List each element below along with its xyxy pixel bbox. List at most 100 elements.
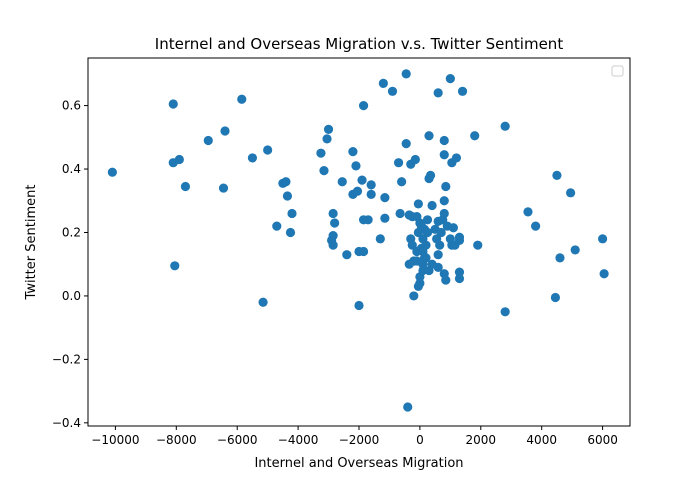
data-point bbox=[258, 297, 268, 307]
data-point bbox=[358, 246, 369, 257]
data-point bbox=[363, 215, 373, 225]
data-point bbox=[410, 154, 420, 165]
data-point bbox=[316, 148, 326, 158]
x-axis: −10000 −8000 −6000 −4000 −2000 0 2000 4000 6000 bbox=[91, 426, 618, 447]
data-point bbox=[174, 154, 184, 165]
y-tick-label: 0.0 bbox=[62, 289, 81, 303]
data-point bbox=[433, 262, 443, 272]
x-tick-label: −10000 bbox=[91, 433, 139, 447]
x-axis-label: Internel and Overseas Migration bbox=[254, 456, 463, 471]
data-point bbox=[387, 86, 398, 96]
data-point bbox=[220, 126, 230, 136]
data-point bbox=[263, 145, 273, 155]
data-point bbox=[404, 210, 414, 220]
data-point bbox=[439, 150, 449, 160]
data-point bbox=[180, 181, 191, 192]
data-point bbox=[523, 207, 533, 217]
x-tick-label: 0 bbox=[416, 433, 424, 447]
data-point bbox=[454, 235, 465, 246]
data-point bbox=[358, 100, 369, 111]
data-point bbox=[552, 170, 562, 180]
data-point bbox=[342, 250, 352, 260]
data-point bbox=[419, 253, 430, 263]
data-point bbox=[407, 240, 417, 250]
data-point bbox=[500, 121, 510, 131]
data-point bbox=[375, 234, 385, 244]
data-point bbox=[409, 291, 419, 301]
y-axis: −0.4 −0.2 0.0 0.2 0.4 0.6 bbox=[52, 99, 88, 430]
data-point bbox=[319, 166, 329, 176]
data-point bbox=[247, 153, 258, 163]
data-point bbox=[422, 215, 433, 225]
data-point bbox=[439, 196, 449, 206]
data-point bbox=[433, 250, 443, 260]
data-point bbox=[170, 261, 180, 271]
y-tick-label: −0.4 bbox=[52, 416, 81, 430]
data-point bbox=[422, 227, 433, 238]
data-point bbox=[570, 245, 580, 255]
data-point bbox=[237, 94, 247, 104]
data-point bbox=[433, 88, 443, 98]
data-point bbox=[421, 240, 431, 250]
x-tick-label: −8000 bbox=[156, 433, 197, 447]
data-point bbox=[357, 175, 367, 185]
x-tick-label: 4000 bbox=[526, 433, 557, 447]
data-point bbox=[366, 180, 376, 190]
data-point bbox=[281, 177, 291, 187]
data-point bbox=[550, 292, 561, 303]
data-point bbox=[448, 223, 458, 233]
y-tick-label: 0.2 bbox=[62, 225, 81, 239]
data-point bbox=[439, 208, 449, 219]
data-point bbox=[328, 240, 338, 250]
data-point bbox=[555, 253, 565, 263]
chart-title: Internel and Overseas Migration v.s. Twi… bbox=[155, 35, 564, 53]
data-point bbox=[218, 183, 229, 193]
y-tick-label: 0.6 bbox=[62, 99, 81, 113]
data-point bbox=[393, 158, 404, 168]
data-point bbox=[352, 186, 363, 196]
data-point bbox=[380, 192, 390, 203]
x-tick-label: −2000 bbox=[339, 433, 380, 447]
data-point bbox=[435, 240, 445, 250]
x-tick-label: 6000 bbox=[587, 433, 618, 447]
data-point bbox=[337, 177, 347, 187]
y-tick-label: 0.4 bbox=[62, 162, 81, 176]
data-point bbox=[401, 69, 411, 79]
data-point bbox=[395, 208, 405, 219]
data-point bbox=[470, 131, 480, 141]
data-point bbox=[366, 189, 376, 200]
data-point bbox=[282, 191, 293, 201]
data-point bbox=[599, 269, 609, 279]
data-point bbox=[203, 135, 213, 146]
x-tick-label: −4000 bbox=[278, 433, 319, 447]
data-point bbox=[457, 86, 468, 96]
data-point bbox=[413, 199, 423, 209]
y-axis-label: Twitter Sentiment bbox=[24, 185, 39, 301]
data-point bbox=[531, 221, 541, 231]
data-point bbox=[285, 227, 296, 238]
data-point bbox=[473, 240, 483, 250]
data-point bbox=[439, 135, 449, 146]
data-point bbox=[427, 200, 437, 211]
data-point bbox=[454, 273, 465, 284]
data-point bbox=[598, 234, 608, 244]
data-point bbox=[351, 161, 361, 171]
data-point bbox=[445, 74, 455, 84]
data-point bbox=[425, 170, 436, 180]
data-point bbox=[330, 218, 340, 228]
data-point bbox=[500, 307, 510, 317]
legend-box bbox=[611, 65, 624, 77]
data-point bbox=[322, 134, 332, 144]
data-point bbox=[416, 221, 427, 231]
data-point bbox=[424, 131, 434, 141]
x-tick-label: 2000 bbox=[466, 433, 497, 447]
data-point bbox=[436, 227, 446, 238]
data-point bbox=[441, 275, 451, 285]
data-point bbox=[323, 124, 334, 134]
data-point bbox=[272, 221, 282, 231]
data-point bbox=[107, 167, 117, 177]
data-point bbox=[380, 213, 390, 223]
data-point bbox=[397, 177, 407, 187]
